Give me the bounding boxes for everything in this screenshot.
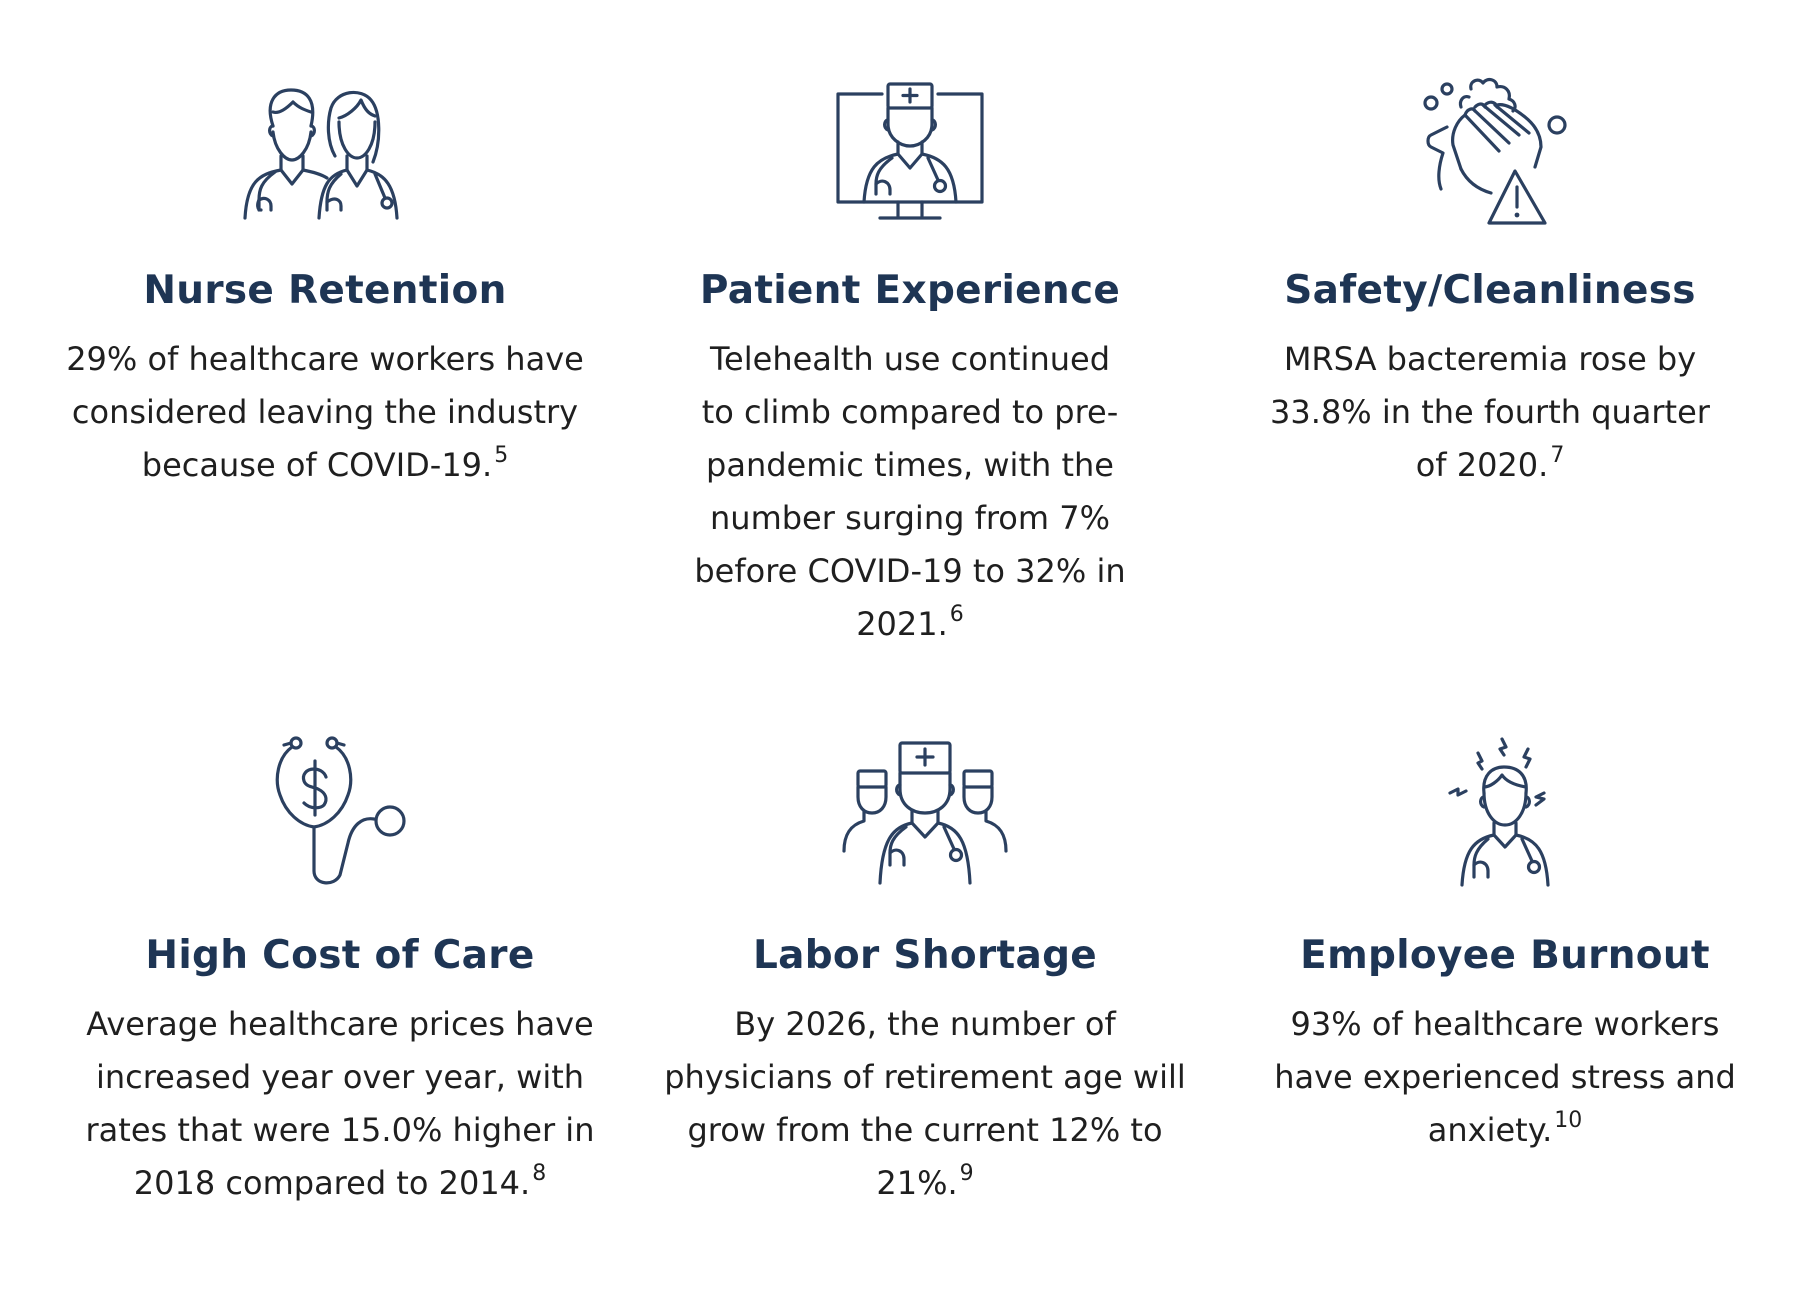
card-description-text: By 2026, the number of physicians of ret…: [664, 1005, 1186, 1202]
card-high-cost-of-care: High Cost of Care Average healthcare pri…: [55, 735, 625, 1235]
card-description-text: MRSA bacteremia rose by 33.8% in the fou…: [1270, 340, 1710, 484]
footnote-ref: 5: [494, 443, 509, 468]
footnote-ref: 6: [949, 602, 964, 627]
card-employee-burnout: Employee Burnout 93% of healthcare worke…: [1220, 735, 1790, 1235]
card-title: Labor Shortage: [752, 933, 1098, 978]
card-labor-shortage: Labor Shortage By 2026, the number of ph…: [640, 735, 1210, 1235]
stressed-doctor-icon: [1440, 735, 1570, 890]
card-description-text: Average healthcare prices have increased…: [85, 1005, 595, 1202]
card-description: 93% of healthcare workers have experienc…: [1220, 998, 1790, 1157]
hand-washing-warning-icon: [1417, 75, 1567, 230]
card-description-text: 29% of healthcare workers have considere…: [66, 340, 584, 484]
card-title: Employee Burnout: [1300, 933, 1710, 978]
card-title: High Cost of Care: [145, 933, 535, 978]
card-title: Safety/Cleanliness: [1284, 268, 1696, 313]
medical-team-icon: [840, 741, 1010, 886]
footnote-ref: 9: [959, 1161, 974, 1186]
stethoscope-dollar-icon: [270, 735, 410, 895]
card-safety-cleanliness: Safety/Cleanliness MRSA bacteremia rose …: [1205, 70, 1775, 540]
card-description: 29% of healthcare workers have considere…: [40, 333, 610, 492]
card-description: Telehealth use continued to climb compar…: [625, 333, 1195, 651]
card-description-text: 93% of healthcare workers have experienc…: [1274, 1005, 1736, 1149]
card-title: Nurse Retention: [143, 268, 507, 313]
card-description-text: Telehealth use continued to climb compar…: [694, 340, 1126, 643]
card-description: By 2026, the number of physicians of ret…: [640, 998, 1210, 1210]
card-nurse-retention: Nurse Retention 29% of healthcare worker…: [40, 70, 610, 540]
footnote-ref: 7: [1550, 443, 1565, 468]
card-title: Patient Experience: [699, 268, 1121, 313]
nurses-icon: [235, 82, 415, 222]
card-description: Average healthcare prices have increased…: [55, 998, 625, 1210]
card-patient-experience: Patient Experience Telehealth use contin…: [625, 70, 1195, 710]
footnote-ref: 8: [532, 1161, 547, 1186]
footnote-ref: 10: [1554, 1108, 1583, 1133]
telehealth-icon: [830, 80, 990, 225]
card-description: MRSA bacteremia rose by 33.8% in the fou…: [1205, 333, 1775, 492]
